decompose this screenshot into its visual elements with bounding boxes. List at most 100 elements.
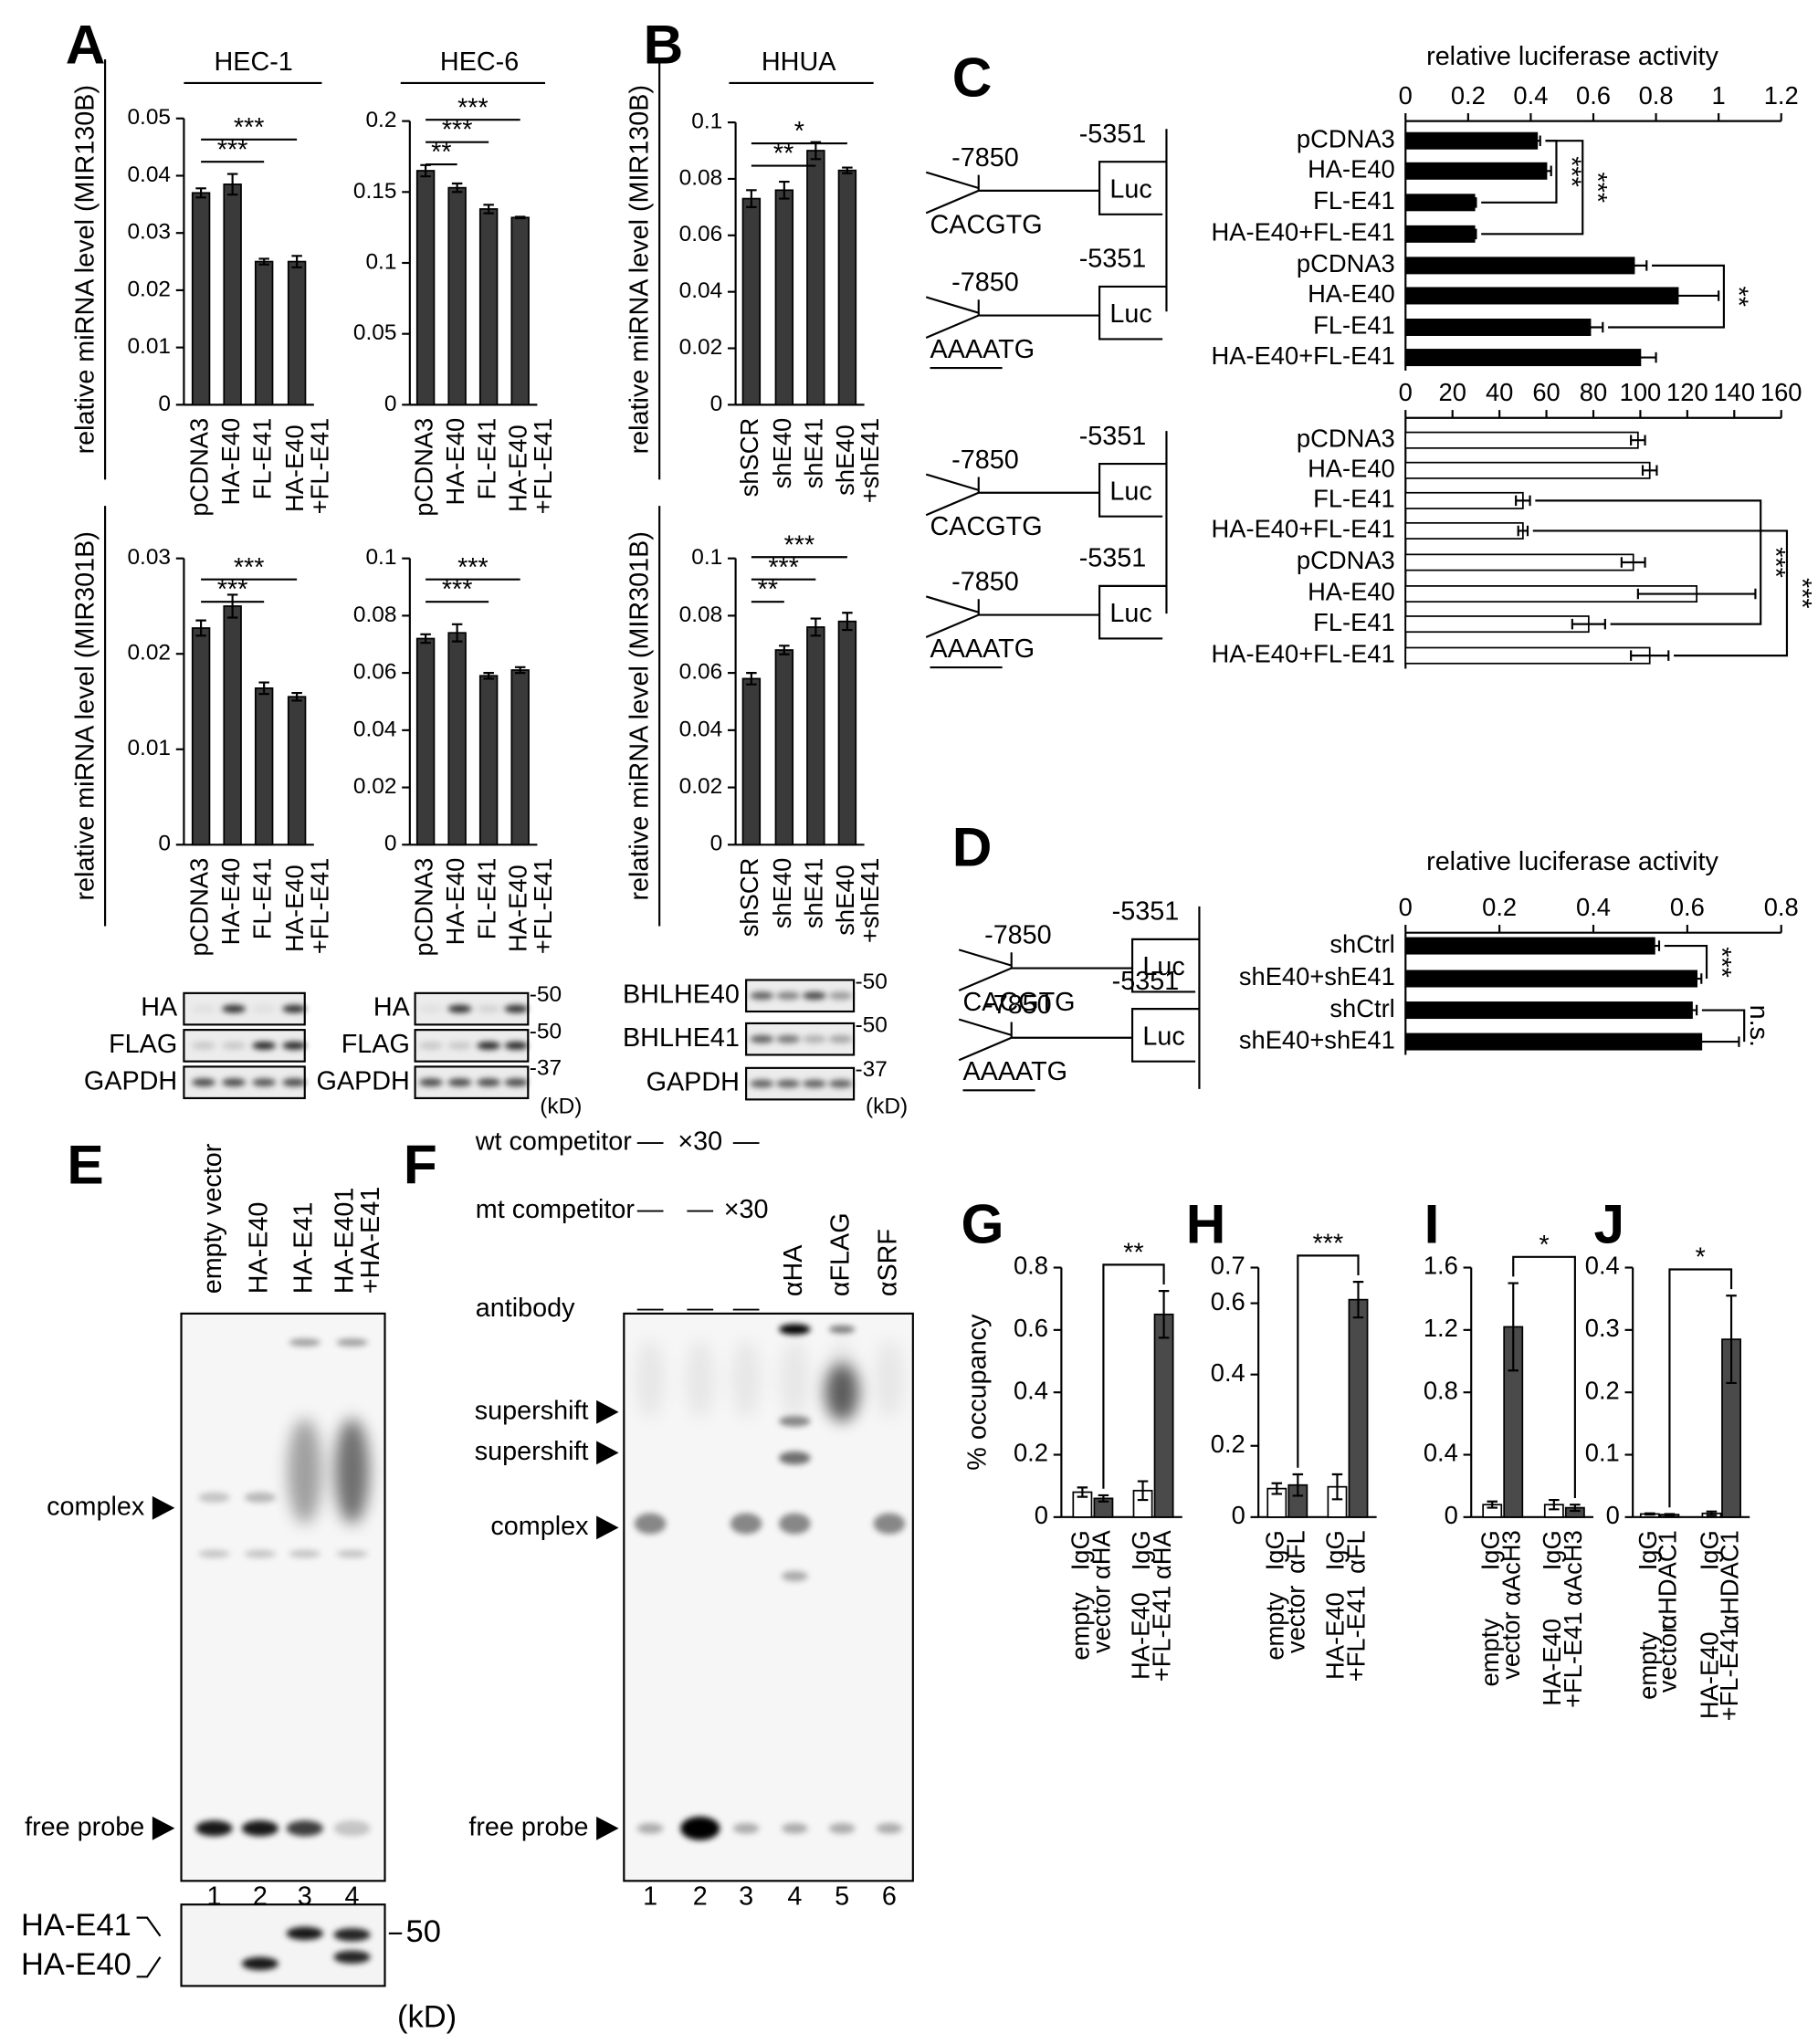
y-tick-label: 0.1 [691,545,722,570]
text-line: shE40 [831,425,859,496]
y-tick-label: 0 [710,832,723,856]
group-label: empty vector [1634,1625,1682,1700]
significance-bracket [1481,140,1584,236]
size-marker: -37 [530,1056,562,1081]
y-tick-label: 1.6 [1424,1252,1458,1280]
luc-box [1098,285,1167,341]
group-label: HA-E40 +FL-E41 [1321,1586,1371,1682]
band [828,1325,856,1334]
significance-label: ** [1724,286,1753,306]
x-tick-label: 100 [1620,378,1662,406]
y-tick-label: shE40+shE41 [1239,1025,1395,1053]
y-tick-label: shCtrl [1329,994,1394,1022]
arrowhead [596,1441,619,1465]
band [779,1513,811,1535]
error-bar [258,681,269,696]
group-label: empty vector [1261,1586,1310,1661]
y-axis-label: relative miRNA level (MIR301B) [625,531,655,900]
band [876,1823,903,1834]
luc-box [1098,584,1167,640]
y-tick-label: 0.08 [353,603,397,627]
bar [1404,1032,1703,1051]
y-axis-label: relative miRNA level (MIR130B) [71,85,100,454]
error-bar [1515,495,1531,507]
lane-entry: αHA [779,1244,808,1296]
y-tick-label: FL-E41 [1313,485,1395,513]
band [828,991,853,1001]
lane-entry: αSRF [874,1229,903,1296]
band [244,1549,277,1558]
lane-entry: ×30 [724,1195,769,1224]
significance-bracket [1664,944,1708,980]
significance-bracket [1608,264,1725,329]
arrowhead [596,1816,619,1840]
error-bar [1686,1004,1698,1016]
y-tick-label: 0 [384,392,397,416]
band [222,1078,247,1086]
motif-label: AAAATG [930,634,1035,664]
group-label: empty vector [1067,1586,1116,1661]
panel-label: H [1186,1192,1226,1254]
position-label: -5351 [1112,967,1180,996]
blot-row-label: FLAG [109,1030,177,1059]
error-bar [195,619,206,637]
bar [287,260,307,406]
x-tick-label: FL-E41 [247,418,276,500]
blot-row-label: BHLHE40 [623,980,740,1009]
size-marker: 50 [406,1914,441,1949]
bar [1404,162,1548,180]
y-tick-label: 0.2 [1211,1430,1245,1458]
lane-label: HA-E41 [289,1202,318,1295]
error-bar [1620,557,1646,568]
text-line: +FL-E41 [306,418,334,515]
significance-label: * [794,117,804,146]
band [776,1079,801,1088]
group-label: HA-E40 +FL-E41 [1696,1625,1744,1722]
y-tick-label: shE40+shE41 [1239,962,1395,991]
position-label: -5351 [1079,544,1147,573]
lane-number: 1 [643,1882,657,1912]
panel-label: E [67,1134,103,1196]
band [286,1820,323,1837]
y-tick-label: pCDNA3 [1297,546,1395,574]
error-bar [1630,650,1670,661]
blot-row-label: HA [141,993,178,1022]
error-bar [842,612,853,632]
text-line: HA-E40 [1321,1592,1350,1680]
text-line: empty [1634,1631,1662,1700]
construct-line [925,296,1100,339]
x-tick-label: 1 [1712,81,1726,110]
y-tick-label: 0.02 [127,641,171,666]
x-tick-label: 0.8 [1639,81,1674,110]
band [336,1338,368,1347]
lane-label: HA-E40 [244,1202,273,1295]
bar [223,183,242,406]
y-tick-label: 0.02 [127,277,171,301]
text-line: +HA-E41 [356,1187,385,1295]
bar [1404,349,1642,367]
bar [510,669,530,846]
blot-row-label: HA-E40 [21,1947,131,1982]
error-bar [1726,1295,1737,1385]
error-bar [1271,1482,1283,1495]
row-label: wt competitor [475,1127,632,1156]
size-unit: (kD) [397,2000,457,2035]
y-tick-label: 0.2 [1585,1376,1620,1404]
band [252,1078,277,1086]
y-tick-label: 0.2 [1014,1439,1048,1467]
bar [447,632,467,846]
error-bar [1158,1290,1170,1339]
y-axis-label: relative miRNA level (MIR130B) [625,85,655,454]
y-tick-label: pCDNA3 [1297,424,1395,452]
significance-bracket [1297,1254,1360,1468]
y-tick-label: 0 [158,832,171,856]
error-bar [1540,165,1552,177]
x-tick-label: 60 [1532,378,1560,406]
bar [1404,225,1476,243]
band [636,1823,664,1834]
significance-label: * [1696,1243,1706,1273]
x-axis-label: relative luciferase activity [1426,42,1718,71]
band [779,1416,811,1427]
y-tick-label: 0.8 [1014,1252,1048,1280]
